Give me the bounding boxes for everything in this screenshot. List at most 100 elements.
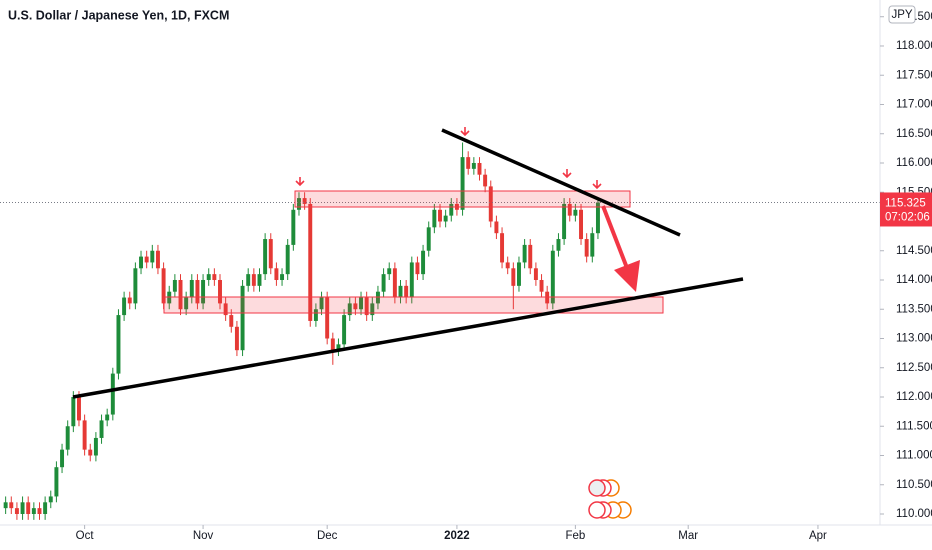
projection-arrow-head	[614, 260, 640, 292]
candle-body	[375, 291, 380, 304]
trendline	[72, 277, 744, 399]
x-tick-label: Feb	[565, 530, 585, 542]
candle-body	[313, 309, 318, 321]
down-markers	[295, 127, 602, 190]
candle-body	[280, 274, 285, 280]
candle-body	[14, 508, 19, 515]
y-tick-label: 118.000	[896, 40, 932, 52]
y-tick-label: 117.500	[896, 69, 932, 81]
candle-body	[172, 279, 177, 292]
currency-box[interactable]	[888, 5, 916, 24]
candle-body	[285, 244, 290, 275]
candle-body	[37, 508, 42, 515]
y-tick-label: 113.000	[896, 333, 932, 345]
candle-body	[556, 239, 561, 251]
candle-body	[562, 203, 567, 240]
candle-body	[127, 297, 132, 304]
candle-body	[184, 297, 189, 310]
y-tick-label: 110.500	[896, 479, 932, 491]
x-tick-label: Nov	[193, 530, 214, 542]
candle-body	[189, 279, 194, 298]
candle-body	[584, 239, 589, 257]
candle-body	[449, 203, 454, 216]
candle-body	[471, 162, 476, 169]
x-tick-label: Dec	[317, 530, 338, 542]
candle-body	[3, 502, 8, 509]
candle-body	[528, 244, 533, 269]
y-tick-label: 117.000	[896, 99, 932, 111]
candle-body	[144, 256, 149, 263]
y-tick-label: 111.000	[896, 450, 932, 462]
y-tick-label: 116.500	[896, 128, 932, 140]
candle-body	[234, 326, 239, 351]
y-tick-label: 114.000	[896, 274, 932, 286]
candle-body	[511, 268, 516, 286]
candle-body	[404, 285, 409, 298]
candle-body	[364, 297, 369, 316]
candle-body	[325, 297, 330, 339]
y-tick-label: 114.500	[896, 245, 932, 257]
candle-body	[517, 262, 521, 286]
candle-body	[246, 274, 251, 286]
candle-body	[195, 279, 200, 304]
x-tick-label: 2022	[444, 530, 470, 542]
candle-body	[26, 502, 31, 515]
support-zone	[163, 296, 664, 314]
candle-body	[268, 239, 273, 269]
candle-body	[60, 449, 65, 468]
candle-body	[347, 303, 352, 316]
candle-body	[477, 162, 482, 175]
candle-body	[150, 250, 155, 263]
candle-body	[251, 274, 256, 286]
plot-area	[0, 142, 880, 520]
candle-body	[257, 274, 262, 286]
candle-body	[9, 502, 14, 509]
candle-body	[212, 274, 217, 280]
resistance-zone	[294, 190, 631, 208]
arrow-marker	[295, 177, 305, 187]
candle-body	[110, 373, 115, 415]
candle-body	[483, 174, 488, 187]
candle-body	[342, 315, 347, 345]
candle-body	[336, 344, 341, 351]
projection-arrow	[601, 205, 629, 269]
candle-body	[522, 244, 527, 263]
candle-body	[206, 274, 211, 280]
candle-body	[392, 268, 397, 298]
candle-body	[178, 279, 183, 310]
chart-title: U.S. Dollar / Japanese Yen, 1D, FXCM	[8, 8, 229, 22]
y-tick-label: 112.000	[896, 391, 932, 403]
candle-body	[116, 315, 121, 374]
arrow-marker	[460, 127, 470, 137]
candle-body	[99, 420, 104, 438]
x-tick-label: Oct	[76, 530, 95, 542]
currency-label[interactable]: JPY	[891, 9, 912, 21]
candle-body	[460, 157, 465, 210]
candle-body	[381, 274, 386, 292]
candle-body	[370, 303, 375, 316]
candle-body	[494, 221, 499, 234]
candle-body	[505, 262, 510, 269]
candle-body	[263, 239, 268, 275]
candle-body	[308, 203, 313, 321]
candle-body	[71, 396, 76, 427]
axes: 110.000 110.500 111.000 111.500 112.000 112.5…	[76, 11, 932, 542]
candle-body	[466, 157, 471, 169]
candle-body	[432, 209, 437, 228]
candle-body	[302, 198, 307, 204]
arrow-marker	[562, 169, 572, 179]
candle-body	[500, 233, 505, 263]
candle-body	[291, 209, 296, 245]
candle-body	[590, 233, 595, 257]
candle-body	[155, 250, 160, 269]
candle-body	[567, 203, 572, 216]
candle-body	[43, 502, 48, 515]
candle-body	[398, 285, 403, 298]
candle-body	[359, 297, 363, 310]
candle-body	[65, 426, 70, 450]
trendline	[441, 128, 681, 237]
candle-body	[167, 291, 172, 304]
countdown-label: 07:02:06	[885, 212, 930, 224]
candle-body	[409, 262, 414, 298]
candle-body	[77, 396, 81, 421]
